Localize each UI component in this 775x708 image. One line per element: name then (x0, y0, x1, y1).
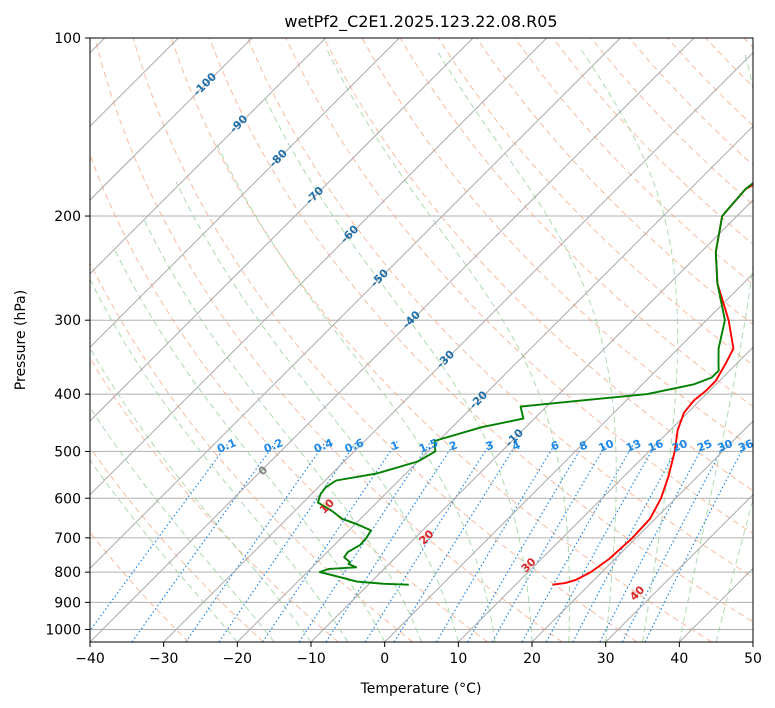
mixing-ratio-label: 2 (447, 438, 459, 453)
isotherm (384, 272, 753, 642)
y-tick-label: 100 (54, 31, 81, 47)
mixing-ratio-label: 3 (484, 438, 496, 453)
y-tick-label: 1000 (45, 622, 81, 638)
y-tick-label: 300 (54, 313, 81, 329)
isotherm (90, 38, 548, 496)
isotherm (236, 125, 753, 642)
dry-adiabat (323, 38, 753, 492)
mixing-ratio-line (435, 440, 558, 642)
y-tick-label: 700 (54, 531, 81, 547)
mixing-ratio-label: 20 (670, 437, 689, 455)
dry-adiabat (285, 38, 753, 535)
y-tick-label: 900 (54, 595, 81, 611)
moist-adiabat (263, 95, 533, 642)
moist-adiabat (175, 181, 459, 642)
moist-adiabat (90, 459, 238, 642)
mixing-ratio-line (364, 440, 493, 642)
mixing-ratio-label: 1 (389, 438, 401, 453)
dry-adiabat (94, 38, 563, 642)
mixing-ratio-line (521, 440, 636, 642)
dry-adiabat (209, 38, 753, 623)
plot-area: -100-90-80-70-60-50-40-30-20-100.1 0.2 0.4… (90, 38, 755, 642)
mixing-ratio-label: 8 (578, 438, 590, 453)
isotherm (163, 51, 753, 642)
x-tick-label: 40 (670, 651, 688, 667)
x-tick-label: −10 (296, 651, 326, 667)
mixing-ratio-line (644, 440, 748, 642)
isotherm (90, 38, 621, 570)
mixing-ratio-line (185, 440, 327, 642)
mixing-ratio-line (218, 440, 358, 642)
moist-adiabat (141, 215, 422, 642)
x-tick-label: −30 (149, 651, 179, 667)
moist-adiabat (581, 50, 679, 642)
x-tick-label: 50 (744, 651, 762, 667)
sounding-profiles (316, 181, 753, 586)
x-tick-label: −20 (223, 651, 253, 667)
dry-adiabat (247, 38, 753, 578)
y-tick-label: 400 (54, 387, 81, 403)
isotherm (90, 38, 695, 642)
dry-adiabat (90, 357, 339, 642)
x-tick-label: 0 (380, 651, 389, 667)
temperature-profile (552, 183, 753, 586)
moist-adiabat (436, 50, 617, 642)
mixing-ratio-line (466, 440, 587, 642)
moist-adiabat (90, 278, 349, 642)
y-tick-label: 800 (54, 565, 81, 581)
y-tick-label: 500 (54, 444, 81, 460)
moist-adiabat (327, 50, 571, 642)
moist-adiabat (715, 497, 753, 642)
x-tick-label: −40 (75, 651, 105, 667)
dry-adiabat (170, 38, 712, 642)
moist-adiabat (112, 246, 386, 642)
mixing-ratio-line (325, 440, 457, 642)
mixing-ratio-line (262, 440, 399, 642)
x-tick-label: 30 (597, 651, 615, 667)
moist-adiabat (678, 50, 753, 642)
x-tick-label: 10 (449, 651, 467, 667)
y-tick-label: 200 (54, 209, 81, 225)
dewpoint-profile (316, 181, 753, 586)
mixing-ratio-label: 30 (716, 437, 735, 455)
y-axis-label: Pressure (hPa) (13, 290, 29, 390)
plot-frame (89, 37, 754, 643)
x-axis-label: Temperature (°C) (360, 681, 482, 697)
dry-adiabat (514, 38, 753, 285)
dry-adiabat (90, 261, 414, 642)
mixing-ratio-lines (90, 440, 748, 642)
isotherm (605, 493, 753, 642)
mixing-ratio-label: 10 (597, 437, 616, 455)
isotherm (90, 38, 400, 349)
isotherm (531, 420, 753, 642)
y-tick-label: 600 (54, 491, 81, 507)
isotherm (310, 199, 753, 642)
isotherm (457, 346, 753, 642)
dry-adiabat (476, 38, 753, 326)
mixing-ratio-line (491, 440, 609, 642)
mixing-ratio-label: 36 (736, 437, 755, 455)
chart-title: wetPf2_C2E1.2025.123.22.08.R05 (284, 12, 557, 32)
mixing-ratio-label: 13 (624, 437, 643, 455)
mixing-ratio-line (545, 440, 658, 642)
mixing-ratio-line (90, 440, 231, 632)
isotherm (90, 38, 474, 422)
dry-adiabat (90, 446, 264, 642)
x-axis: −40 −30 −20 −10 0 10 20 30 40 50 (75, 642, 762, 667)
dry-adiabats (90, 38, 753, 642)
x-tick-label: 20 (523, 651, 541, 667)
mixing-ratio-label: 25 (695, 437, 714, 455)
moist-adiabat (90, 406, 275, 642)
isotherm (90, 38, 327, 275)
y-axis: 100 200 300 400 500 600 700 800 900 1000 (45, 31, 90, 638)
mixing-ratio-line (298, 440, 432, 642)
dry-adiabat (132, 38, 638, 642)
isotherm (90, 38, 253, 201)
mixing-ratio-label: 16 (646, 437, 665, 455)
isotherms (90, 38, 753, 642)
moist-adiabats (90, 50, 753, 642)
moist-adiabat (215, 141, 496, 642)
